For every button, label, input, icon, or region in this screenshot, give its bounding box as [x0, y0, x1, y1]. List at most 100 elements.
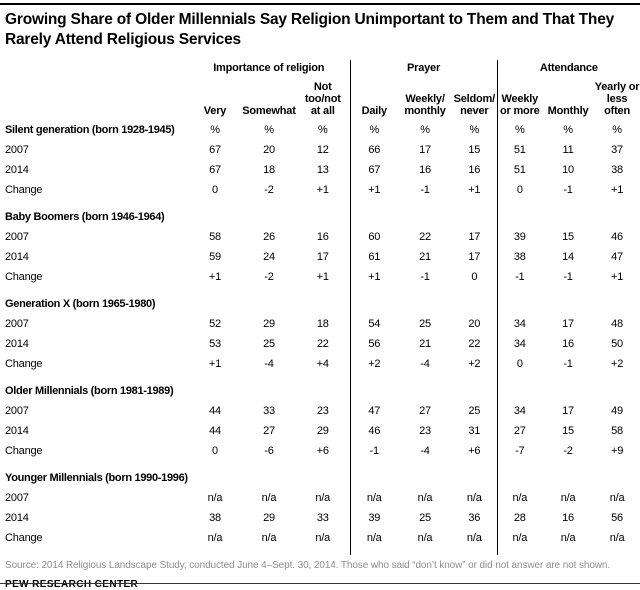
- value-cell: 66: [349, 140, 399, 160]
- value-cell: 0: [471, 271, 478, 283]
- unit-cell: [398, 287, 452, 314]
- table-header: Importance of religion Prayer Attendance…: [0, 60, 640, 120]
- value-cell: 58: [611, 425, 623, 437]
- column-header-seldom-never: Seldom/ never: [453, 93, 496, 117]
- year-label: Change: [5, 271, 43, 283]
- value-cell: 16: [468, 164, 481, 176]
- value-cell: n/a: [349, 528, 399, 548]
- unit-cell: %: [612, 124, 622, 136]
- value-cell: 29: [316, 425, 329, 437]
- value-cell: 38: [496, 247, 543, 267]
- data-row: 2014 59 24 17 61 21 17 38 14 47: [0, 247, 640, 267]
- value-cell: n/a: [496, 528, 543, 548]
- value-cell: 54: [349, 314, 399, 334]
- value-cell: -1: [563, 184, 573, 196]
- value-cell: 67: [349, 160, 399, 180]
- value-cell: 27: [496, 421, 543, 441]
- value-cell: +4: [316, 358, 329, 370]
- column-header-not-too: Not too/not at all: [304, 81, 341, 117]
- data-row: 2007 44 33 23 47 27 25 34 17 49: [0, 401, 640, 421]
- unit-cell: [542, 200, 594, 227]
- data-row: Change 0 -6 +6 -1 -4 +6 -7 -2 +9: [0, 441, 640, 461]
- data-row: 2007 67 20 12 66 17 15 51 11 37: [0, 140, 640, 160]
- data-row: Change 0 -2 +1 +1 -1 +1 0 -1 +1: [0, 180, 640, 200]
- value-cell: 67: [209, 144, 221, 156]
- unit-cell: [496, 374, 543, 401]
- value-cell: 0: [496, 180, 543, 200]
- value-cell: 44: [209, 405, 221, 417]
- value-cell: 23: [419, 425, 431, 437]
- value-cell: 34: [496, 314, 543, 334]
- value-cell: n/a: [315, 532, 331, 544]
- value-cell: 26: [263, 231, 275, 243]
- unit-cell: [594, 287, 640, 314]
- unit-cell: [452, 287, 497, 314]
- value-cell: n/a: [207, 532, 223, 544]
- source-note: Source: 2014 Religious Landscape Study, …: [5, 560, 611, 571]
- value-cell: 47: [349, 401, 399, 421]
- unit-cell: [398, 374, 452, 401]
- value-cell: -4: [420, 358, 430, 370]
- value-cell: 51: [496, 160, 543, 180]
- unit-cell: [349, 200, 399, 227]
- value-cell: n/a: [207, 492, 223, 504]
- unit-cell: [242, 461, 296, 488]
- value-cell: 38: [611, 164, 623, 176]
- value-cell: 25: [263, 338, 275, 350]
- value-cell: 16: [562, 512, 574, 524]
- unit-cell: %: [210, 124, 220, 136]
- generation-label: Older Millennials (born 1981-1989): [5, 385, 174, 397]
- value-cell: -1: [563, 358, 573, 370]
- value-cell: 0: [212, 445, 218, 457]
- value-cell: n/a: [466, 492, 482, 504]
- value-cell: 15: [468, 144, 481, 156]
- unit-cell: [296, 374, 350, 401]
- column-header-row: Very Somewhat Not too/not at all Daily W…: [0, 76, 640, 120]
- value-cell: -2: [264, 184, 274, 196]
- generation-label: Baby Boomers (born 1946-1964): [5, 211, 165, 223]
- value-cell: 53: [209, 338, 221, 350]
- value-cell: n/a: [466, 532, 482, 544]
- value-cell: 59: [209, 251, 221, 263]
- column-header-weekly-or-more: Weekly or more: [496, 76, 543, 120]
- value-cell: 17: [562, 405, 574, 417]
- value-cell: 39: [496, 227, 543, 247]
- data-row: 2014 67 18 13 67 16 16 51 10 38: [0, 160, 640, 180]
- value-cell: 10: [562, 164, 574, 176]
- value-cell: 67: [209, 164, 221, 176]
- value-cell: 56: [349, 334, 399, 354]
- value-cell: 38: [209, 512, 221, 524]
- year-label: Change: [5, 532, 43, 544]
- unit-cell: [188, 461, 242, 488]
- value-cell: 27: [263, 425, 275, 437]
- year-label: 2014: [5, 338, 29, 350]
- value-cell: 29: [263, 512, 275, 524]
- value-cell: 33: [263, 405, 275, 417]
- unit-cell: %: [264, 124, 274, 136]
- value-cell: -1: [420, 184, 430, 196]
- unit-cell: [542, 461, 594, 488]
- value-cell: 25: [419, 318, 431, 330]
- value-cell: 47: [611, 251, 623, 263]
- column-header-monthly: Monthly: [547, 105, 589, 117]
- bottom-rule: [0, 583, 640, 584]
- corner-cell: [0, 60, 188, 76]
- value-cell: 12: [316, 144, 329, 156]
- value-cell: 17: [419, 144, 431, 156]
- unit-cell: [398, 461, 452, 488]
- group-label-importance: Importance of religion: [213, 62, 325, 74]
- value-cell: n/a: [609, 492, 625, 504]
- value-cell: n/a: [349, 488, 399, 508]
- spacer-cell: [0, 548, 188, 555]
- value-cell: n/a: [417, 492, 433, 504]
- value-cell: +9: [610, 445, 624, 457]
- table-body: Silent generation (born 1928-1945)%%%%%%…: [0, 120, 640, 555]
- value-cell: 25: [419, 512, 431, 524]
- value-cell: 18: [316, 318, 329, 330]
- value-cell: 24: [263, 251, 275, 263]
- value-cell: +2: [610, 358, 624, 370]
- value-cell: n/a: [261, 492, 277, 504]
- data-row: 2014 44 27 29 46 23 31 27 15 58: [0, 421, 640, 441]
- value-cell: -1: [420, 271, 430, 283]
